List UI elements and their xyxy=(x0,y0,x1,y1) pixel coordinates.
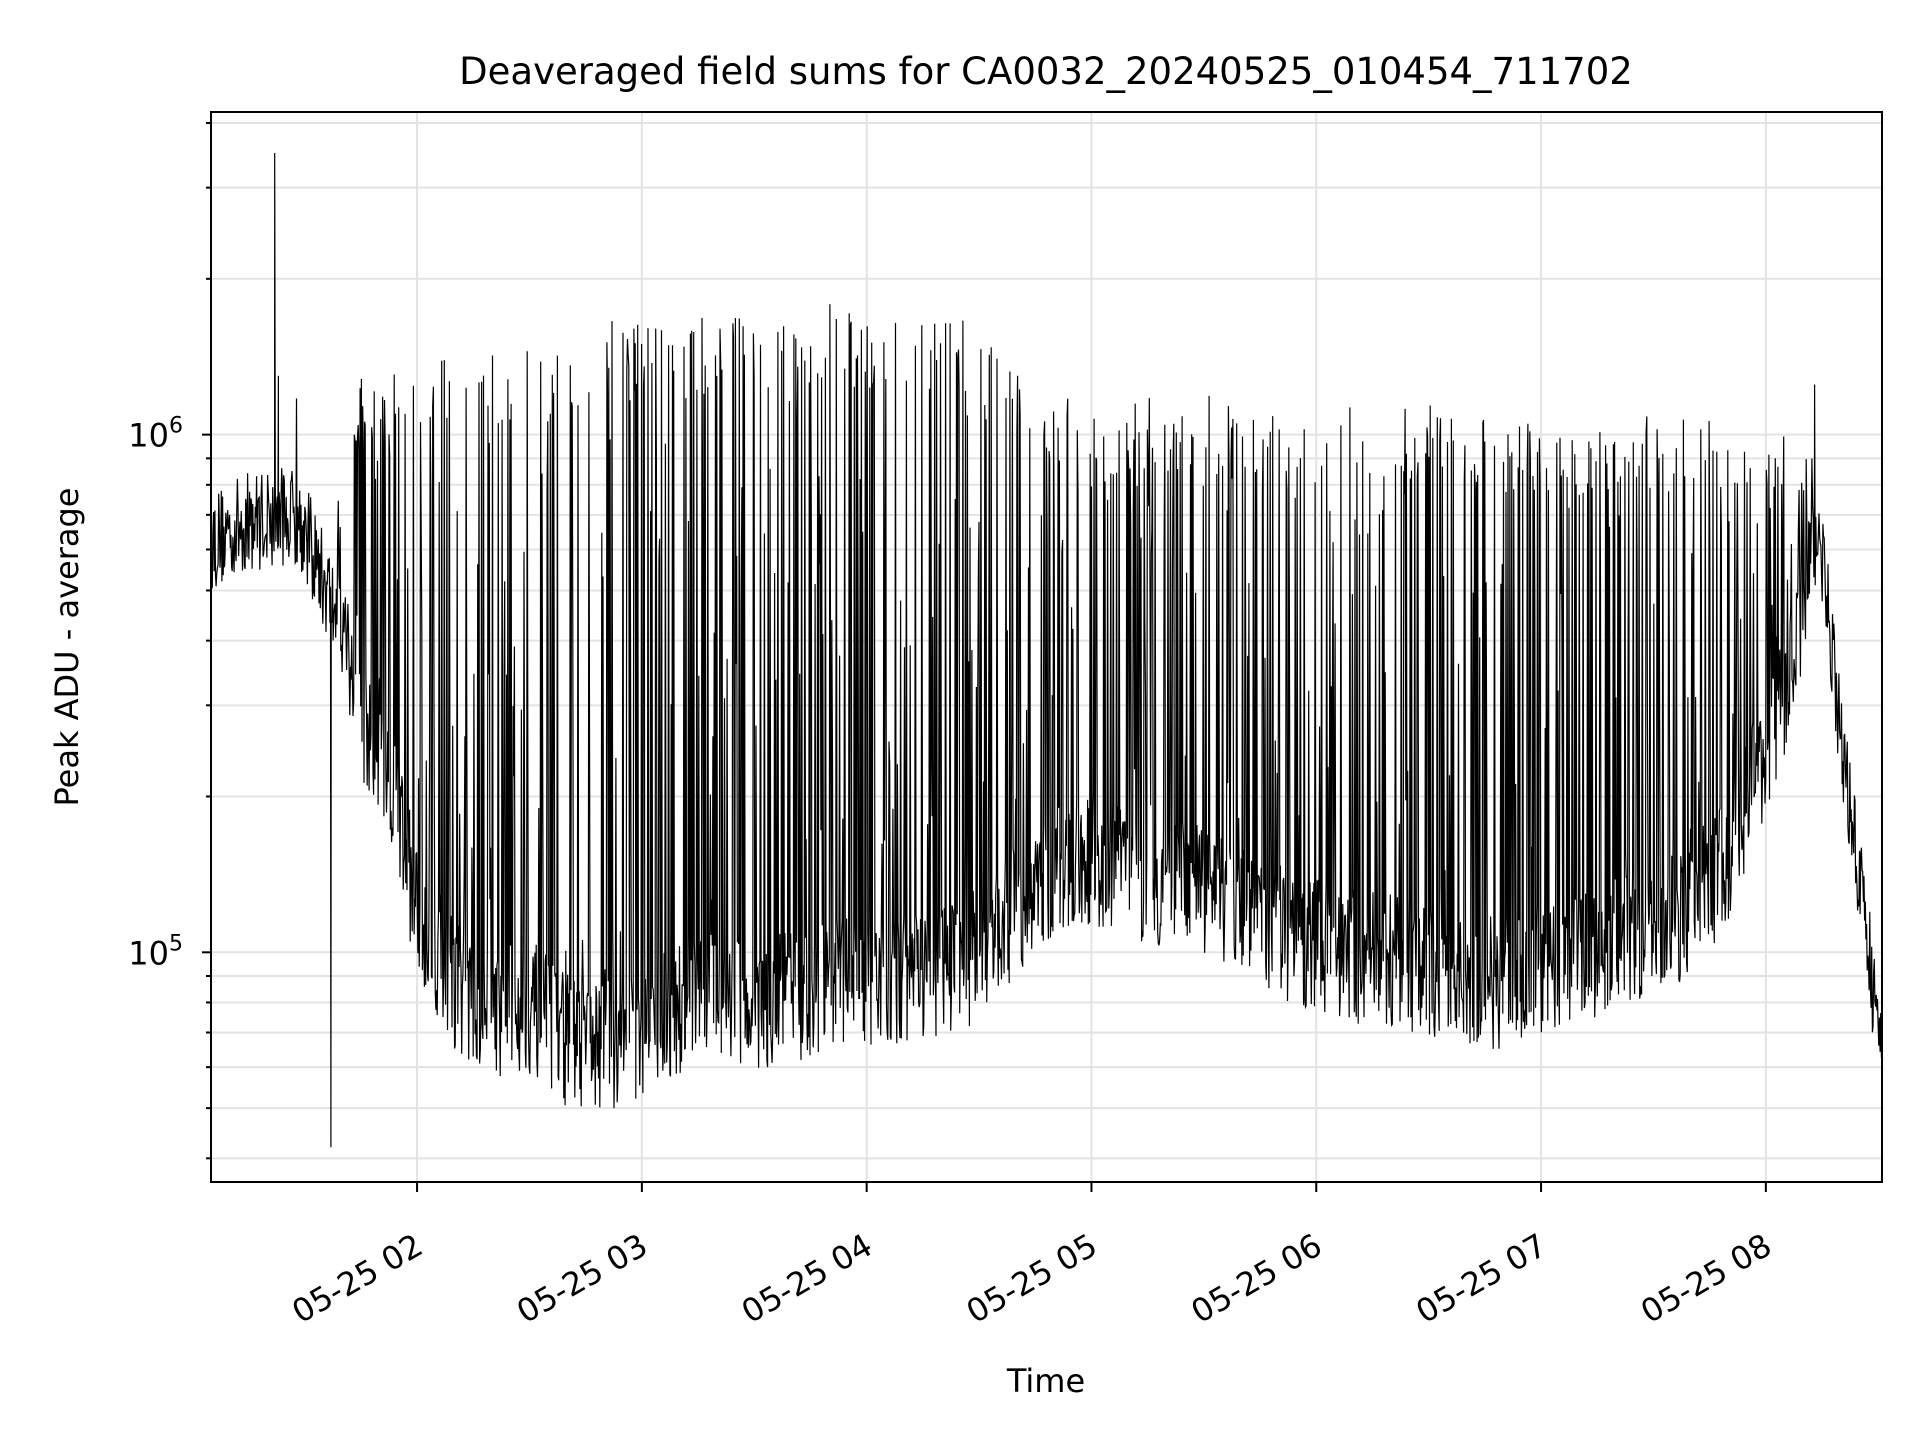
plot-area xyxy=(211,152,1882,1148)
y-axis: 105 106 xyxy=(128,121,211,1160)
y-tick-label: 106 xyxy=(128,414,183,455)
chart-title: Deaveraged field sums for CA0032_2024052… xyxy=(459,50,1633,93)
y-tick-label: 105 xyxy=(128,931,183,972)
series-line xyxy=(211,152,1882,1148)
y-axis-label: Peak ADU - average xyxy=(48,488,86,807)
axes-frame xyxy=(210,111,1883,1183)
series-group xyxy=(211,152,1882,1148)
x-axis-label: Time xyxy=(1006,1362,1085,1400)
